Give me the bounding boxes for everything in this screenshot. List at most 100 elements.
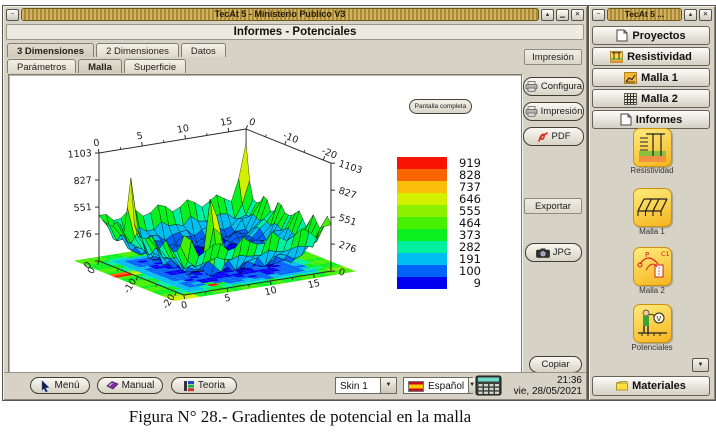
- legend-value: 464: [459, 216, 481, 230]
- manual-button[interactable]: Manual: [97, 377, 163, 394]
- close-icon[interactable]: ✕: [571, 8, 584, 21]
- legend-swatch: [397, 205, 447, 217]
- clock: 21:36 vie, 28/05/2021: [496, 375, 582, 397]
- impresion-label: Impresión: [540, 106, 583, 117]
- tab-parametros[interactable]: Parámetros: [7, 59, 77, 73]
- svg-text:0: 0: [93, 138, 101, 150]
- svg-text:276: 276: [73, 229, 92, 241]
- exportar-button[interactable]: Exportar: [524, 198, 582, 214]
- legend: 919 828 737 646 555 464 373 282 191 100 9: [397, 157, 481, 289]
- clock-time: 21:36: [556, 375, 582, 386]
- material-icon: [616, 381, 628, 391]
- dropdown-arrow-icon[interactable]: ▼: [468, 378, 476, 393]
- shortcut-label: Malla 2: [639, 286, 665, 295]
- sidebar-item-label: Malla 2: [641, 92, 678, 105]
- close-icon[interactable]: ✕: [699, 8, 712, 21]
- tab-2-dimensiones[interactable]: 2 Dimensiones: [96, 43, 179, 57]
- svg-text:P: P: [645, 251, 649, 259]
- book-icon: [105, 381, 119, 390]
- copiar-label: Copiar: [541, 359, 570, 370]
- statusbar: Menú Manual Teoria Skin 1 ▼ Español ▼ 21…: [4, 372, 586, 399]
- jpg-button[interactable]: JPG: [525, 243, 582, 262]
- svg-text:15: 15: [307, 278, 321, 292]
- sidebar-item-label: Informes: [635, 113, 683, 126]
- dropdown-arrow-icon[interactable]: ▼: [380, 378, 396, 393]
- skin-select[interactable]: Skin 1 ▼: [335, 377, 397, 394]
- minimize-icon[interactable]: ▁: [556, 8, 569, 21]
- tab-superficie[interactable]: Superficie: [123, 59, 187, 73]
- sidebar-item-resistividad[interactable]: Resistividad: [592, 47, 710, 66]
- scroll-down-icon[interactable]: ▼: [692, 358, 709, 372]
- sidebar-item-label: Malla 1: [641, 71, 678, 84]
- sidebar-item-proyectos[interactable]: Proyectos: [592, 26, 710, 45]
- potenciales-shortcut-icon[interactable]: V: [633, 304, 672, 343]
- svg-text:276: 276: [337, 240, 358, 256]
- view-tabs: Parámetros Malla Superficie: [7, 59, 187, 75]
- clock-date: vie, 28/05/2021: [513, 386, 582, 397]
- main-titlebar[interactable]: − TecAt 5 - Ministerio Publico V3 ▴ ▁ ✕: [4, 7, 586, 22]
- sidebar-item-malla-2[interactable]: Malla 2: [592, 89, 710, 108]
- pdf-label: PDF: [551, 131, 571, 142]
- legend-swatch: [397, 157, 447, 169]
- legend-swatch: [397, 229, 447, 241]
- legend-swatch: [397, 265, 447, 277]
- svg-text:0: 0: [247, 116, 257, 128]
- language-select[interactable]: Español ▼: [403, 377, 476, 394]
- layers-icon: [610, 50, 623, 63]
- impresion-button[interactable]: Impresión: [523, 102, 584, 121]
- svg-text:0: 0: [337, 267, 346, 279]
- svg-text:827: 827: [73, 175, 92, 187]
- tab-datos[interactable]: Datos: [180, 43, 226, 57]
- sidebar-item-label: Materiales: [632, 380, 686, 392]
- fullscreen-button[interactable]: Pantalla completa: [409, 99, 472, 114]
- legend-value: 828: [459, 168, 481, 182]
- tab-malla[interactable]: Malla: [78, 59, 122, 73]
- figure-caption: Figura N° 28.- Gradientes de potencial e…: [128, 407, 472, 426]
- malla-2-shortcut-icon[interactable]: P C1: [633, 247, 672, 286]
- legend-value: 737: [459, 180, 481, 194]
- teoria-label: Teoria: [197, 380, 226, 391]
- grid-icon: [624, 92, 638, 105]
- svg-text:0: 0: [86, 265, 99, 276]
- malla-1-shortcut-icon[interactable]: [633, 188, 672, 227]
- language-value: Español: [428, 381, 465, 392]
- calculator-icon[interactable]: [475, 374, 502, 396]
- configura-button[interactable]: Configura: [523, 77, 584, 96]
- menu-button[interactable]: Menú: [30, 377, 90, 394]
- legend-row: 555: [397, 205, 481, 217]
- legend-swatch: [397, 217, 447, 229]
- sidebar-item-malla-1[interactable]: Malla 1: [592, 68, 710, 87]
- tab-3-dimensiones[interactable]: 3 Dimensiones: [7, 43, 95, 57]
- resistividad-shortcut-icon[interactable]: [633, 128, 672, 167]
- maximize-icon[interactable]: ▴: [541, 8, 554, 21]
- sidebar-title: TecAt 5 ...: [607, 8, 682, 21]
- maximize-icon[interactable]: ▴: [684, 8, 697, 21]
- page-title: Informes - Potenciales: [6, 24, 584, 40]
- svg-text:5: 5: [136, 131, 144, 143]
- sidebar-item-label: Resistividad: [627, 50, 692, 63]
- svg-text:551: 551: [73, 202, 92, 214]
- svg-text:827: 827: [337, 186, 358, 202]
- shortcut-label: Potenciales: [631, 343, 673, 352]
- legend-row: 373: [397, 229, 481, 241]
- teoria-button[interactable]: Teoria: [171, 377, 237, 394]
- system-menu-icon[interactable]: −: [6, 8, 19, 21]
- printer-icon: [525, 81, 538, 92]
- pdf-button[interactable]: PDF: [523, 127, 584, 146]
- page-icon: [620, 113, 632, 126]
- legend-row: 828: [397, 169, 481, 181]
- sidebar-titlebar[interactable]: − TecAt 5 ... ▴ ✕: [590, 7, 714, 22]
- impresion-group-button[interactable]: Impresión: [524, 49, 582, 65]
- legend-swatch: [397, 277, 447, 289]
- legend-row: 919: [397, 157, 481, 169]
- sidebar-item-informes[interactable]: Informes: [592, 110, 710, 129]
- system-menu-icon[interactable]: −: [592, 8, 605, 21]
- sidebar-item-materiales[interactable]: Materiales: [592, 376, 710, 396]
- legend-row: 282: [397, 241, 481, 253]
- copiar-button[interactable]: Copiar: [529, 356, 582, 373]
- configura-label: Configura: [540, 81, 583, 92]
- legend-swatch: [397, 241, 447, 253]
- svg-text:10: 10: [264, 285, 278, 299]
- svg-text:15: 15: [219, 116, 233, 129]
